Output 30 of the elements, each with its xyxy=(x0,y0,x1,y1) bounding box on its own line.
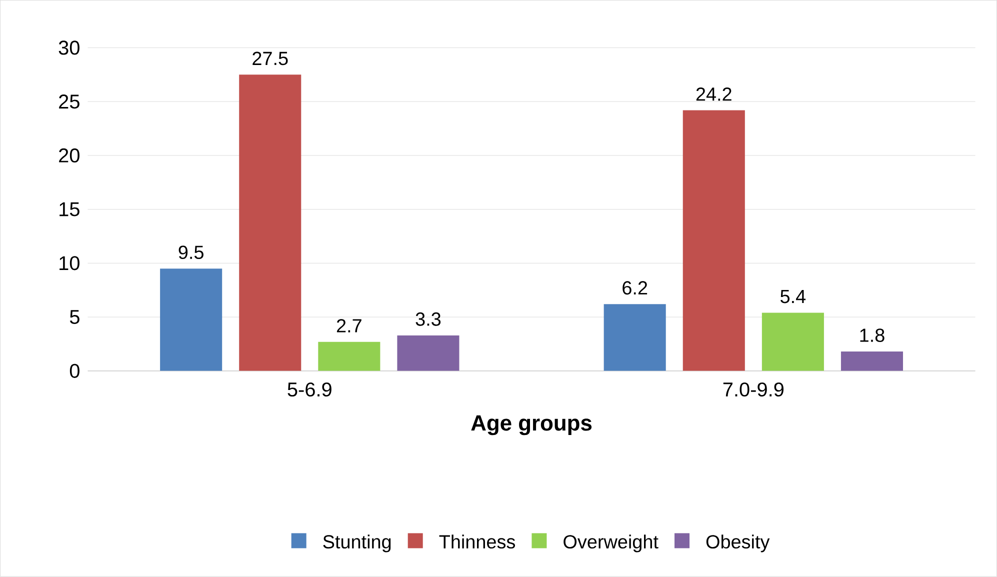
y-tick-label: 0 xyxy=(70,364,80,378)
x-tick-label: 7.0-9.9 xyxy=(723,382,784,397)
legend-label: Obesity xyxy=(706,534,770,552)
bar xyxy=(840,352,904,372)
data-label: 6.2 xyxy=(622,281,648,295)
bar xyxy=(397,335,460,372)
bar xyxy=(762,312,824,372)
data-label: 1.8 xyxy=(860,328,884,342)
x-axis-title: Age groups xyxy=(471,416,592,436)
bar xyxy=(318,342,380,372)
bar xyxy=(160,268,222,372)
bar xyxy=(239,74,302,372)
data-label: 5.4 xyxy=(780,290,806,304)
legend-label: Thinness xyxy=(439,534,516,549)
bar xyxy=(604,304,666,372)
data-label: 27.5 xyxy=(252,52,288,66)
data-label: 3.3 xyxy=(416,312,441,326)
y-tick-label: 30 xyxy=(58,40,80,55)
y-tick-label: 25 xyxy=(59,94,80,109)
data-label: 2.7 xyxy=(336,319,362,332)
y-tick-label: 10 xyxy=(60,256,80,270)
y-tick-label: 20 xyxy=(59,148,80,163)
data-label: 24.2 xyxy=(696,88,732,101)
y-tick-label: 15 xyxy=(60,202,80,216)
legend-label: Stunting xyxy=(323,534,391,552)
y-tick-label: 5 xyxy=(70,310,80,324)
legend-label: Overweight xyxy=(564,534,658,552)
bar xyxy=(682,110,745,372)
x-tick-label: 5-6.9 xyxy=(288,382,332,397)
data-label: 9.5 xyxy=(178,246,204,260)
